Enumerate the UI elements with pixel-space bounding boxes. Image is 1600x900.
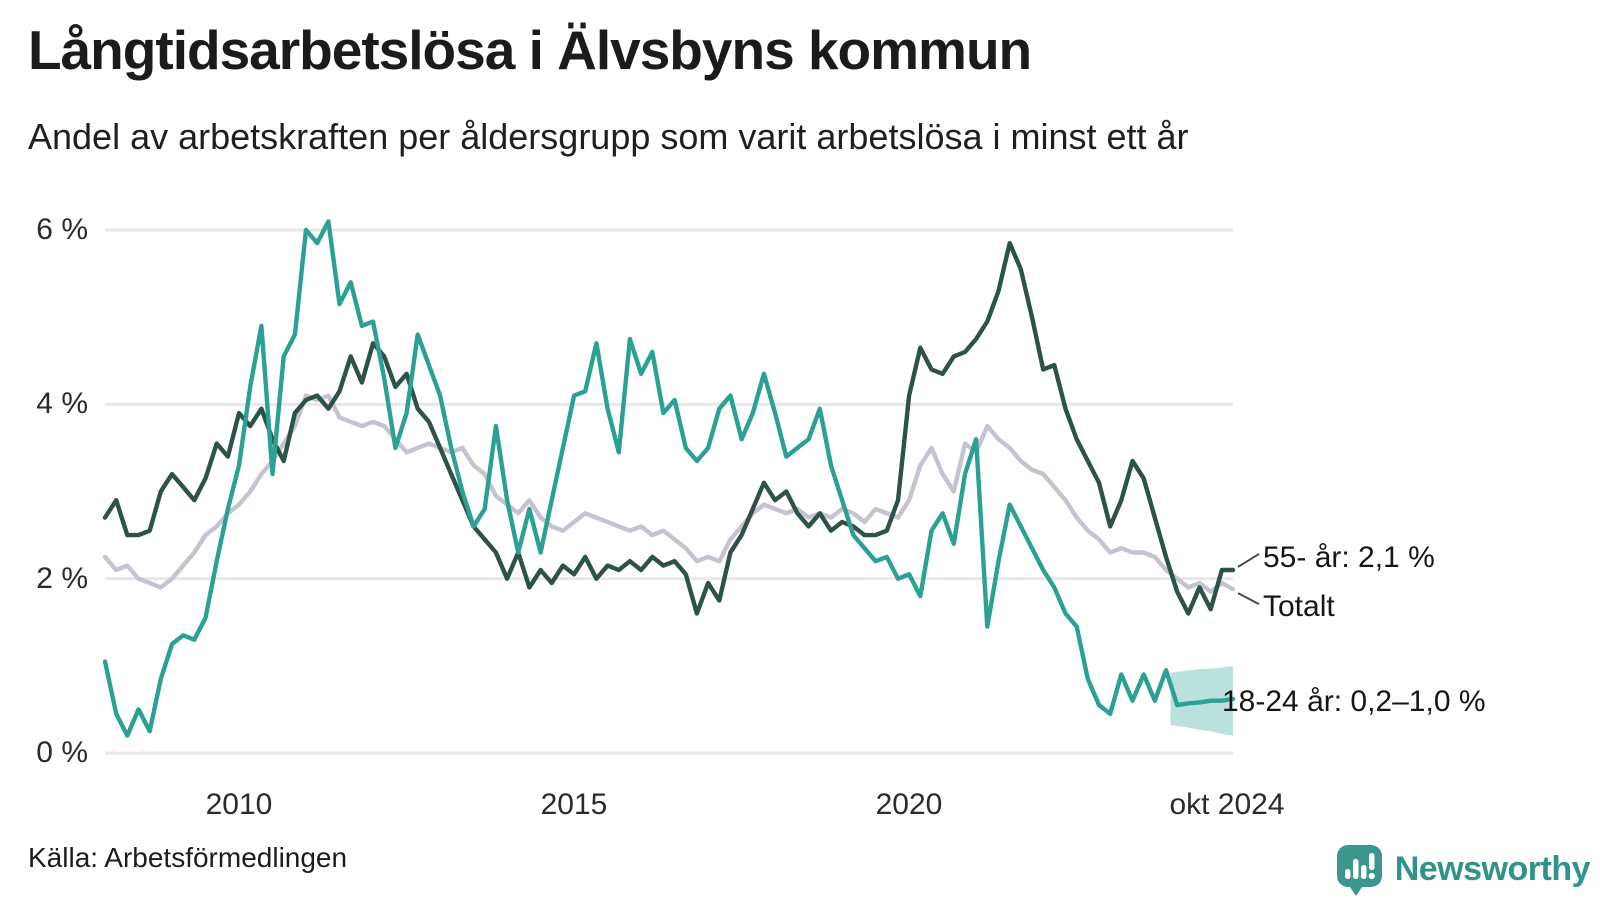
annotation-totalt: Totalt	[1263, 590, 1335, 623]
y-tick-6: 6 %	[36, 213, 88, 246]
page-subtitle: Andel av arbetskraften per åldersgrupp s…	[28, 116, 1189, 157]
source-note: Källa: Arbetsförmedlingen	[28, 842, 348, 873]
series-line-18-24-r	[102, 219, 1236, 738]
series-line-55-r	[102, 240, 1236, 616]
y-tick-0: 0 %	[36, 736, 88, 769]
page-title: Långtidsarbetslösa i Älvsbyns kommun	[28, 19, 1032, 81]
newsworthy-logo: Newsworthy	[1333, 842, 1591, 896]
y-tick-2: 2 %	[36, 562, 88, 595]
leader-line-55-plus	[1237, 553, 1260, 568]
annotation-18-24: 18-24 år: 0,2–1,0 %	[1222, 685, 1486, 718]
x-tick-okt-2024: okt 2024	[1169, 788, 1285, 821]
y-tick-4: 4 %	[36, 387, 88, 420]
newsworthy-speech-bubble-chart-icon	[1336, 845, 1382, 896]
series-line-Totalt	[102, 393, 1236, 594]
newsworthy-wordmark: Newsworthy	[1394, 849, 1591, 888]
leader-line-totalt	[1237, 592, 1260, 606]
x-tick-2015: 2015	[540, 788, 608, 821]
x-tick-2020: 2020	[875, 788, 943, 821]
annotation-55-plus: 55- år: 2,1 %	[1263, 541, 1435, 574]
x-tick-2010: 2010	[205, 788, 273, 821]
